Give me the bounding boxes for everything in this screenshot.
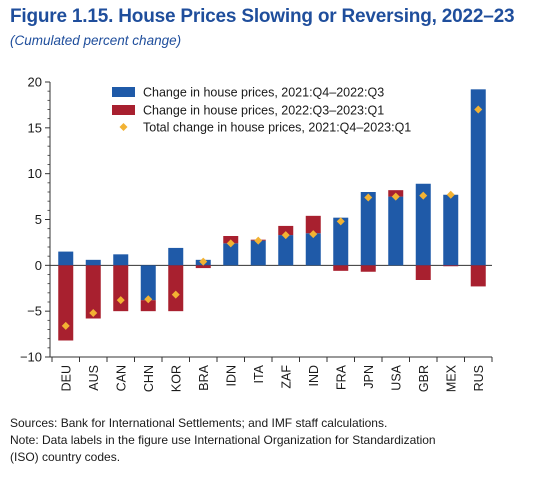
legend-label: Change in house prices, 2021:Q4–2022:Q3 (143, 86, 384, 100)
bar-series2 (305, 215, 321, 234)
x-tick-label: CHN (142, 365, 156, 392)
bar-series2 (443, 265, 459, 267)
bar-series1 (223, 243, 239, 266)
y-tick-label: 5 (35, 212, 42, 227)
total-marker (199, 257, 208, 266)
x-tick-label: IDN (224, 365, 238, 387)
x-tick-label: CAN (114, 365, 128, 391)
bar-series2 (278, 225, 294, 236)
chart-notes: Sources: Bank for International Settleme… (10, 415, 530, 466)
total-marker (391, 192, 400, 201)
x-tick-label: ZAF (279, 365, 293, 389)
x-tick-label: BRA (197, 364, 211, 390)
note-text-line2: (ISO) country codes. (10, 450, 121, 464)
bar-series2 (415, 265, 431, 280)
bar-series1 (415, 183, 431, 266)
total-marker (364, 193, 373, 202)
x-tick-label: IND (307, 365, 321, 387)
bar-series1 (250, 240, 266, 266)
bar-series1 (360, 192, 376, 266)
total-marker (171, 290, 180, 299)
y-tick-label: 10 (28, 166, 42, 181)
x-tick-label: MEX (444, 364, 458, 392)
y-tick-label: −5 (27, 304, 42, 319)
total-marker (336, 217, 345, 226)
x-tick-label: ITA (252, 364, 266, 383)
x-tick-label: GBR (417, 365, 431, 392)
bar-series2 (195, 265, 211, 269)
total-marker (281, 231, 290, 240)
total-marker (89, 309, 98, 317)
x-tick-label: DEU (59, 365, 73, 391)
bar-series2 (113, 265, 129, 312)
x-tick-label: FRA (334, 364, 348, 390)
bar-series2 (360, 265, 376, 272)
total-marker (144, 295, 153, 304)
bar-series1 (58, 251, 74, 266)
legend-swatch (112, 105, 135, 115)
total-marker (116, 296, 125, 305)
bar-series1 (140, 265, 156, 301)
bar-series2 (470, 265, 486, 287)
x-tick-label: RUS (472, 365, 486, 391)
legend-label: Change in house prices, 2022:Q3–2023:Q1 (143, 104, 384, 118)
chart-subtitle: (Cumulated percent change) (10, 33, 182, 48)
total-marker (474, 105, 483, 114)
y-tick-label: 20 (28, 75, 42, 90)
x-tick-label: KOR (169, 365, 183, 392)
chart-title: Figure 1.15. House Prices Slowing or Rev… (10, 6, 515, 27)
bar-series1 (333, 217, 349, 266)
bar-series1 (305, 233, 321, 266)
sources-text: Sources: Bank for International Settleme… (10, 416, 388, 430)
y-tick-label: −10 (20, 350, 42, 365)
bar-series2 (58, 265, 74, 341)
legend-label: Total change in house prices, 2021:Q4–20… (143, 121, 411, 135)
y-tick-label: 0 (35, 258, 42, 273)
total-marker (309, 230, 318, 239)
bar-series2 (168, 265, 184, 312)
legend-swatch (119, 123, 128, 131)
total-marker (226, 239, 235, 248)
note-text-line1: Note: Data labels in the figure use Inte… (10, 433, 436, 447)
total-marker (61, 321, 70, 330)
bar-series1 (168, 247, 184, 266)
total-marker (419, 191, 428, 200)
bar-series1 (388, 196, 404, 266)
x-tick-label: USA (389, 364, 403, 390)
total-marker (446, 190, 455, 199)
x-tick-label: AUS (87, 365, 101, 391)
bar-series2 (85, 265, 101, 319)
bar-series1 (443, 194, 459, 266)
x-tick-label: JPN (362, 365, 376, 389)
bar-series1 (278, 235, 294, 266)
bar-series1 (470, 89, 486, 266)
legend-swatch (112, 87, 135, 97)
total-marker (254, 236, 263, 245)
bar-series2 (333, 265, 349, 271)
bar-series1 (85, 259, 101, 266)
stacked-bar-chart: 20 15 10 5 0 −5 −10 DEU AUS CAN CHN KOR BRA IDN ITA ZAF… (20, 75, 493, 392)
bar-series2 (140, 300, 156, 312)
y-tick-label: 15 (28, 120, 42, 135)
bar-series1 (113, 254, 129, 266)
